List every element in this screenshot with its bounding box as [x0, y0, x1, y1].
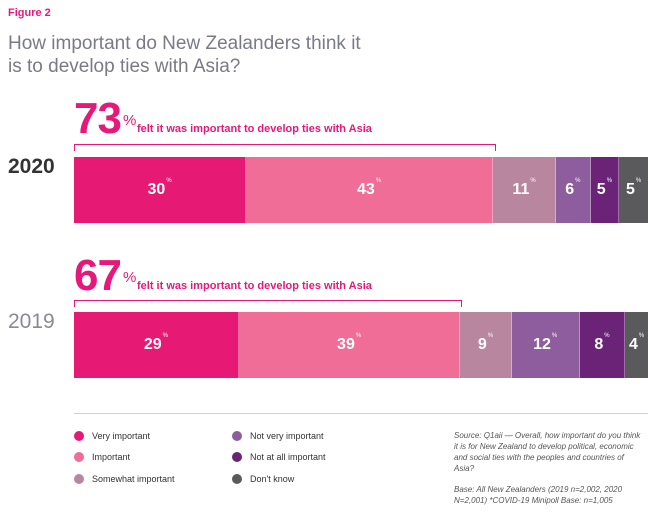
- data-label: 5%: [625, 178, 642, 198]
- year-label-2020: 2020: [8, 155, 55, 178]
- legend-dot-icon: [232, 431, 242, 441]
- legend-dot-icon: [232, 452, 242, 462]
- data-label: 43%: [357, 178, 382, 198]
- data-label: 39%: [337, 333, 362, 353]
- bar-segment-2019-3: 12%: [511, 312, 580, 378]
- bar-segment-2019-0: 29%: [74, 312, 239, 378]
- bar-segment-2020-1: 43%: [246, 157, 493, 223]
- data-label-suffix: %: [638, 333, 645, 339]
- bar-segment-2020-2: 11%: [493, 157, 557, 223]
- year-label-2019: 2019: [8, 310, 55, 333]
- bar-2019: 29% 39% 9% 12% 8% 4%: [74, 312, 648, 378]
- legend-dot-icon: [74, 431, 84, 441]
- data-label: 8%: [594, 333, 610, 353]
- data-label-suffix: %: [166, 178, 172, 184]
- legend-item-somewhat-important: Somewhat important: [74, 474, 175, 484]
- data-label: 9%: [477, 333, 494, 353]
- bar-segment-2019-2: 9%: [460, 312, 512, 378]
- bar-segment-2020-0: 30%: [74, 157, 247, 223]
- bar-2020: 30% 43% 11% 6% 5% 5%: [74, 157, 648, 223]
- bar-segment-2019-5: 4%: [625, 312, 648, 378]
- highlight-pct-2020: 73%: [74, 94, 136, 143]
- legend-dot-icon: [74, 474, 84, 484]
- highlight-text-2020: felt it was important to develop ties wi…: [137, 123, 372, 135]
- legend-item-not-at-all-important: Not at all important: [232, 452, 326, 462]
- data-label-suffix: %: [575, 178, 581, 184]
- data-label: 4%: [628, 333, 645, 353]
- data-label-suffix: %: [375, 178, 382, 184]
- highlight-text-2019: felt it was important to develop ties wi…: [137, 280, 372, 292]
- bracket-2020: [74, 144, 496, 151]
- data-label-suffix: %: [487, 333, 494, 339]
- legend-item-important: Important: [74, 452, 130, 462]
- base-note: Base: All New Zealanders (2019 n=2,002, …: [454, 485, 623, 505]
- chart-title: How important do New Zealanders think it…: [8, 33, 361, 77]
- legend-item-dont-know: Don't know: [232, 474, 294, 484]
- legend-item-not-very-important: Not very important: [232, 431, 324, 441]
- legend-dot-icon: [74, 452, 84, 462]
- data-label: 6%: [565, 178, 581, 198]
- bar-segment-2020-3: 6%: [556, 157, 591, 223]
- figure-label: Figure 2: [8, 7, 51, 19]
- bracket-2019: [74, 300, 462, 307]
- data-label-suffix: %: [551, 333, 558, 339]
- data-label: 5%: [596, 178, 613, 198]
- data-label: 11%: [512, 178, 536, 198]
- data-label-suffix: %: [530, 178, 536, 184]
- bar-segment-2020-4: 5%: [590, 157, 620, 223]
- divider: [74, 413, 648, 414]
- legend-item-very-important: Very important: [74, 431, 150, 441]
- data-label-suffix: %: [604, 333, 610, 339]
- data-label-suffix: %: [635, 178, 642, 184]
- data-label-suffix: %: [355, 333, 362, 339]
- legend-dot-icon: [232, 474, 242, 484]
- bar-segment-2019-1: 39%: [238, 312, 461, 378]
- data-label: 29%: [143, 333, 168, 353]
- bar-segment-2020-5: 5%: [619, 157, 648, 223]
- data-label: 12%: [533, 333, 558, 353]
- data-label-suffix: %: [606, 178, 613, 184]
- bar-segment-2019-4: 8%: [579, 312, 626, 378]
- highlight-pct-2019: 67%: [74, 251, 136, 300]
- data-label: 30%: [147, 178, 172, 198]
- source-note: Source: Q1aii — Overall, how important d…: [454, 431, 641, 473]
- data-label-suffix: %: [162, 333, 168, 339]
